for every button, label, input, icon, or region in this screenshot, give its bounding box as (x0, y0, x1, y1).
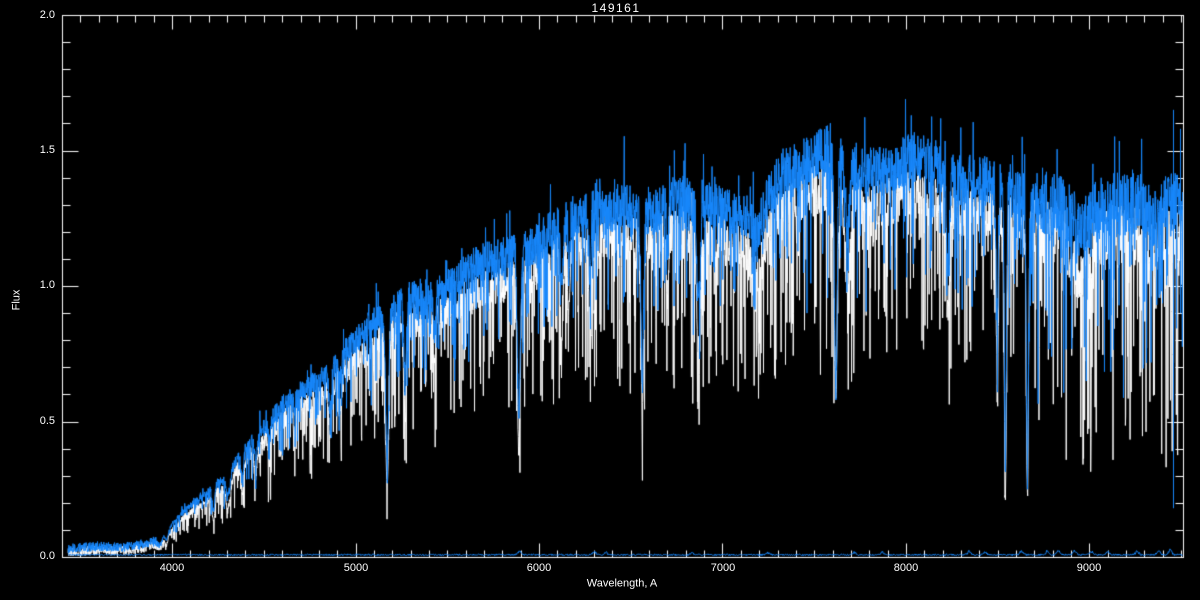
plot-title: 149161 (591, 1, 641, 15)
y-tick-label-2.0: 2.0 (39, 9, 55, 21)
y-tick-label-1.0: 1.0 (39, 279, 55, 291)
x-tick-label-9000: 9000 (1076, 562, 1102, 574)
y-tick-label-0.0: 0.0 (39, 550, 55, 562)
y-axis-label: Flux (10, 289, 23, 311)
x-tick-label-8000: 8000 (893, 562, 919, 574)
x-axis-label: Wavelength, A (586, 577, 658, 590)
y-tick-label-0.5: 0.5 (39, 415, 55, 427)
x-tick-label-5000: 5000 (343, 562, 369, 574)
y-tick-label-1.5: 1.5 (39, 144, 55, 156)
x-tick-label-6000: 6000 (526, 562, 552, 574)
x-tick-label-7000: 7000 (710, 562, 736, 574)
x-tick-label-4000: 4000 (159, 562, 185, 574)
